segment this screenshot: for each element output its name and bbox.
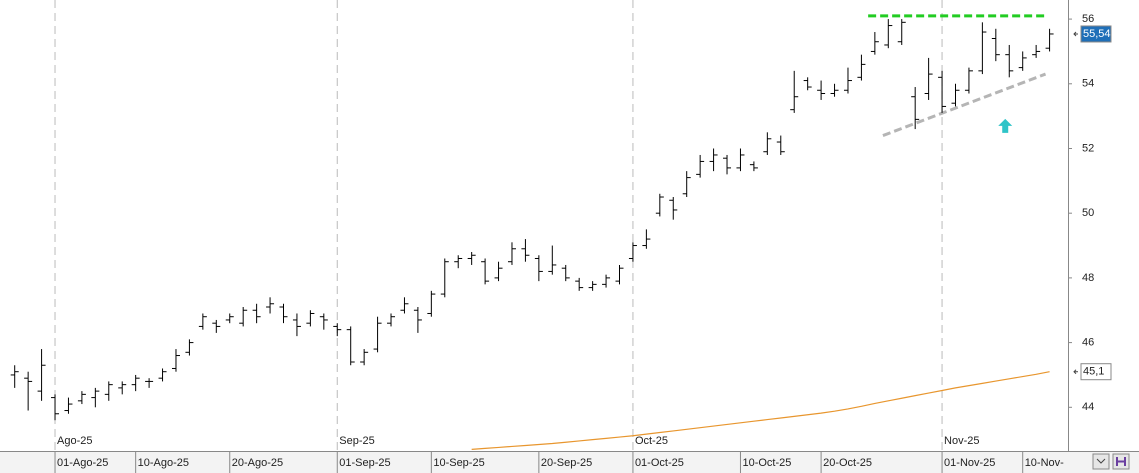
arrow bbox=[998, 118, 1013, 133]
price-marker bbox=[1080, 25, 1112, 43]
y-tick-label: 44 bbox=[1082, 401, 1094, 413]
y-tick-label: 54 bbox=[1082, 78, 1094, 90]
date-axis bbox=[0, 451, 1139, 473]
zoom-icon bbox=[1096, 458, 1106, 464]
y-tick-label: 48 bbox=[1082, 272, 1094, 284]
month-label: Oct-25 bbox=[635, 435, 668, 447]
price-marker bbox=[1080, 363, 1112, 381]
x-tick-label: 01-Sep-25 bbox=[339, 457, 390, 469]
price-marker-arrow bbox=[1073, 31, 1078, 37]
save-icon bbox=[1116, 457, 1126, 466]
x-tick-label: 10-Oct-25 bbox=[742, 457, 791, 469]
price-marker-arrow bbox=[1073, 369, 1078, 375]
price-marker-label: 55,54 bbox=[1083, 28, 1111, 40]
x-tick-label: 20-Ago-25 bbox=[232, 457, 283, 469]
price-marker-label: 45,1 bbox=[1083, 366, 1104, 378]
x-tick-label: 01-Nov-25 bbox=[944, 457, 995, 469]
zoom-button[interactable] bbox=[1092, 453, 1110, 470]
x-tick-label: 10-Nov- bbox=[1025, 457, 1064, 469]
x-tick-label: 01-Oct-25 bbox=[635, 457, 684, 469]
x-tick-label: 01-Ago-25 bbox=[57, 457, 108, 469]
y-tick-label: 52 bbox=[1082, 142, 1094, 154]
month-label: Sep-25 bbox=[339, 435, 374, 447]
y-tick-label: 46 bbox=[1082, 337, 1094, 349]
y-tick-label: 56 bbox=[1082, 13, 1094, 25]
x-tick-label: 10-Sep-25 bbox=[433, 457, 484, 469]
month-label: Nov-25 bbox=[944, 435, 979, 447]
x-tick-label: 20-Oct-25 bbox=[823, 457, 872, 469]
x-tick-label: 10-Ago-25 bbox=[138, 457, 189, 469]
trend-line bbox=[882, 72, 1047, 137]
month-label: Ago-25 bbox=[57, 435, 92, 447]
y-tick-label: 50 bbox=[1082, 207, 1094, 219]
moving-average-line bbox=[471, 371, 1050, 450]
x-tick-label: 20-Sep-25 bbox=[541, 457, 592, 469]
